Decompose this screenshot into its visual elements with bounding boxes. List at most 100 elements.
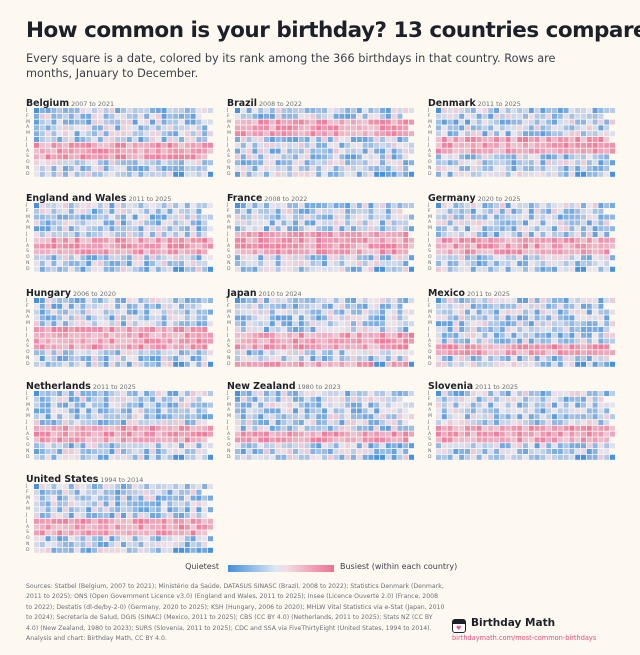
day-cell	[281, 298, 287, 303]
day-cell	[68, 524, 74, 530]
day-cell	[569, 214, 575, 220]
day-cell	[517, 137, 523, 142]
day-cell	[269, 137, 275, 142]
day-cell	[546, 203, 552, 208]
day-cell	[385, 261, 391, 266]
day-cell	[322, 154, 327, 160]
day-cell	[196, 513, 202, 518]
day-cell	[235, 108, 240, 113]
day-cell	[92, 408, 97, 414]
day-cell	[150, 142, 155, 148]
day-cell	[592, 261, 598, 266]
day-cell	[173, 298, 179, 303]
day-cell	[482, 443, 488, 449]
day-cell	[150, 437, 155, 443]
day-cell	[368, 125, 374, 131]
panel-header: Brazil 2008 to 2022	[227, 94, 415, 109]
day-cell	[39, 298, 45, 303]
day-cell	[534, 309, 540, 315]
day-cell	[74, 332, 80, 338]
day-cell	[252, 344, 258, 350]
day-cell	[202, 489, 208, 495]
day-cell	[575, 449, 581, 454]
day-cell	[465, 249, 470, 255]
day-cell	[511, 338, 517, 344]
day-cell	[208, 131, 213, 137]
day-cell	[465, 113, 470, 119]
day-cell	[368, 249, 374, 255]
day-cell	[167, 327, 173, 332]
day-cell	[494, 425, 499, 431]
day-cell	[494, 226, 499, 232]
day-cell	[287, 243, 293, 249]
day-cell	[196, 484, 202, 489]
day-cell	[540, 449, 546, 454]
day-cell	[316, 420, 322, 425]
day-cell	[380, 420, 385, 425]
day-cell	[138, 332, 144, 338]
day-cell	[380, 137, 385, 142]
day-cell	[86, 327, 92, 332]
day-cell	[391, 261, 397, 266]
day-cell	[196, 530, 202, 536]
country-name: Netherlands	[26, 381, 91, 392]
day-cell	[240, 237, 246, 243]
day-cell	[494, 321, 499, 327]
day-cell	[563, 226, 569, 232]
day-cell	[586, 396, 592, 402]
day-cell	[374, 255, 380, 261]
day-cell	[45, 332, 51, 338]
day-cell	[505, 309, 511, 315]
day-cell	[362, 315, 368, 321]
day-cell	[436, 125, 441, 131]
day-cell	[293, 261, 298, 266]
day-cell	[563, 266, 569, 272]
day-cell	[345, 237, 351, 243]
day-cell	[482, 338, 488, 344]
day-cell	[115, 431, 121, 437]
day-cell	[546, 454, 552, 460]
month-label: N	[428, 166, 432, 171]
day-cell	[459, 332, 465, 338]
month-label: O	[227, 255, 231, 261]
day-cell	[121, 315, 126, 321]
day-cell	[391, 425, 397, 431]
day-cell	[63, 356, 68, 361]
day-cell	[45, 298, 51, 303]
day-cell	[581, 108, 586, 113]
day-cell	[68, 266, 74, 272]
day-cell	[92, 350, 97, 356]
day-cell	[264, 303, 269, 309]
day-cell	[161, 249, 167, 255]
day-cell	[39, 361, 45, 367]
day-cell	[447, 237, 453, 243]
day-cell	[97, 125, 103, 131]
day-cell	[281, 255, 287, 261]
day-cell	[528, 226, 534, 232]
day-cell	[494, 108, 499, 113]
day-cell	[441, 142, 447, 148]
month-label: F	[227, 113, 230, 119]
day-cell	[409, 142, 414, 148]
day-cell	[523, 303, 528, 309]
day-cell	[482, 125, 488, 131]
day-cell	[604, 108, 610, 113]
day-cell	[380, 119, 385, 125]
day-cell	[310, 356, 316, 361]
day-cell	[150, 396, 155, 402]
day-cell	[240, 402, 246, 408]
day-cell	[196, 243, 202, 249]
day-cell	[155, 495, 161, 501]
day-cell	[240, 408, 246, 414]
day-cell	[235, 160, 240, 166]
day-cell	[592, 108, 598, 113]
day-cell	[470, 237, 476, 243]
day-cell	[604, 454, 610, 460]
month-label: J	[26, 142, 28, 148]
day-cell	[592, 431, 598, 437]
day-cell	[604, 402, 610, 408]
day-cell	[97, 524, 103, 530]
country-name: Belgium	[26, 98, 70, 109]
day-cell	[97, 356, 103, 361]
day-cell	[281, 119, 287, 125]
